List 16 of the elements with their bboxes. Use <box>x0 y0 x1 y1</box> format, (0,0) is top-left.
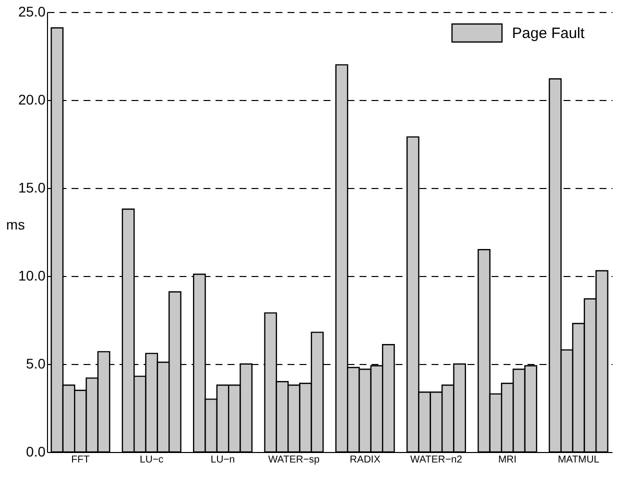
y-axis-title: ms <box>6 216 25 232</box>
x-tick-label: WATER−n2 <box>410 454 463 466</box>
x-tick-label: RADIX <box>350 454 381 466</box>
x-tick-label: LU−n <box>210 454 235 466</box>
y-tick-label: 5.0 <box>26 356 46 372</box>
x-tick-label: WATER−sp <box>268 454 320 466</box>
x-tick-label: LU−c <box>140 454 164 466</box>
x-tick-label: MRI <box>498 454 517 466</box>
y-tick-label: 15.0 <box>18 180 46 196</box>
y-tick-label: 25.0 <box>18 4 46 20</box>
y-tick-label: 0.0 <box>26 444 46 460</box>
x-tick-label: MATMUL <box>558 454 600 466</box>
y-tick-label: 20.0 <box>18 92 46 108</box>
legend-label: Page Fault <box>512 25 586 42</box>
x-tick-label: FFT <box>71 454 90 466</box>
y-tick-label: 10.0 <box>18 268 46 284</box>
